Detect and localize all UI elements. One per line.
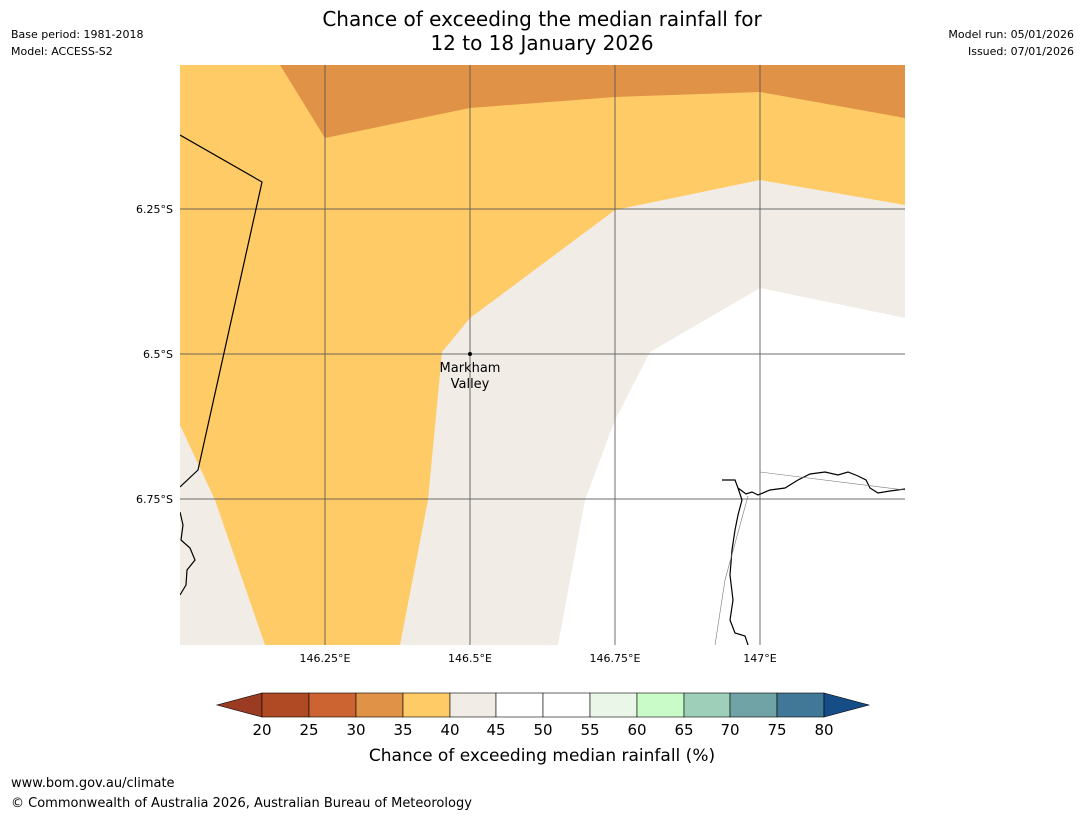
zone-45-50 xyxy=(558,288,905,645)
zone-35-40 xyxy=(180,65,905,645)
colorbar-tick-label: 50 xyxy=(533,721,552,739)
lon-label: 146.75°E xyxy=(590,652,641,665)
lon-label: 146.5°E xyxy=(448,652,492,665)
colorbar-segment xyxy=(261,692,310,718)
model-name: Model: ACCESS-S2 xyxy=(11,45,113,58)
title-line-2: 12 to 18 January 2026 xyxy=(430,31,654,55)
colorbar-segment xyxy=(776,692,825,718)
meta-right: Model run: 05/01/2026 Issued: 07/01/2026 xyxy=(948,26,1074,60)
colorbar-tick-label: 45 xyxy=(486,721,505,739)
colorbar-tick-label: 25 xyxy=(299,721,318,739)
colorbar-arrow-low xyxy=(215,692,263,718)
river-south xyxy=(714,495,749,645)
colorbar-tick-label: 40 xyxy=(440,721,459,739)
colorbar-segment xyxy=(355,692,404,718)
colorbar-arrow-high xyxy=(823,692,871,718)
colorbar-tick-label: 30 xyxy=(346,721,365,739)
province-border xyxy=(180,134,263,488)
colorbar-tick-label: 35 xyxy=(393,721,412,739)
place-label-line-1: Markham xyxy=(440,361,501,376)
title-line-1: Chance of exceeding the median rainfall … xyxy=(322,7,762,31)
colorbar-title: Chance of exceeding median rainfall (%) xyxy=(368,746,716,766)
colorbar-segment xyxy=(402,692,451,718)
colorbar-segments xyxy=(215,692,871,718)
base-period: Base period: 1981-2018 xyxy=(11,28,144,41)
issued-date: Issued: 07/01/2026 xyxy=(967,45,1074,58)
lon-label: 147°E xyxy=(743,652,776,665)
lon-label: 146.25°E xyxy=(300,652,351,665)
lat-label: 6.25°S xyxy=(136,203,173,216)
colorbar-segment xyxy=(449,692,497,718)
footer-copyright: © Commonwealth of Australia 2026, Austra… xyxy=(11,796,472,811)
coastlines xyxy=(180,134,905,645)
place-label-line-2: Valley xyxy=(451,377,490,392)
colorbar-segment xyxy=(589,692,638,718)
map-panel: Markham Valley 6.25°S 6.5°S 6.75°S 146.2… xyxy=(136,65,905,665)
lat-label: 6.5°S xyxy=(143,348,173,361)
markham-valley-marker-icon xyxy=(468,352,472,356)
colorbar: 20 25 30 35 40 45 50 55 60 65 70 75 80 xyxy=(215,692,871,739)
colorbar-segment xyxy=(542,692,591,718)
river-east xyxy=(759,471,905,491)
map-fill-layers xyxy=(180,65,905,645)
model-run: Model run: 05/01/2026 xyxy=(948,28,1074,41)
colorbar-ticks: 20 25 30 35 40 45 50 55 60 65 70 75 80 xyxy=(252,721,833,739)
lat-label: 6.75°S xyxy=(136,493,173,506)
colorbar-tick-label: 70 xyxy=(720,721,739,739)
colorbar-segment xyxy=(308,692,357,718)
meta-left: Base period: 1981-2018 Model: ACCESS-S2 xyxy=(11,26,143,60)
colorbar-segment xyxy=(683,692,731,718)
colorbar-segment xyxy=(729,692,778,718)
coastline-west xyxy=(180,511,196,596)
colorbar-segment xyxy=(495,692,544,718)
colorbar-tick-label: 20 xyxy=(252,721,271,739)
colorbar-tick-label: 80 xyxy=(814,721,833,739)
colorbar-segment xyxy=(636,692,685,718)
zone-30-35 xyxy=(280,65,905,138)
footer-url: www.bom.gov.au/climate xyxy=(11,776,175,791)
colorbar-tick-label: 55 xyxy=(580,721,599,739)
map-title: Chance of exceeding the median rainfall … xyxy=(242,7,842,55)
colorbar-tick-label: 65 xyxy=(674,721,693,739)
colorbar-tick-label: 75 xyxy=(767,721,786,739)
colorbar-tick-label: 60 xyxy=(627,721,646,739)
coastline-east xyxy=(722,471,905,645)
